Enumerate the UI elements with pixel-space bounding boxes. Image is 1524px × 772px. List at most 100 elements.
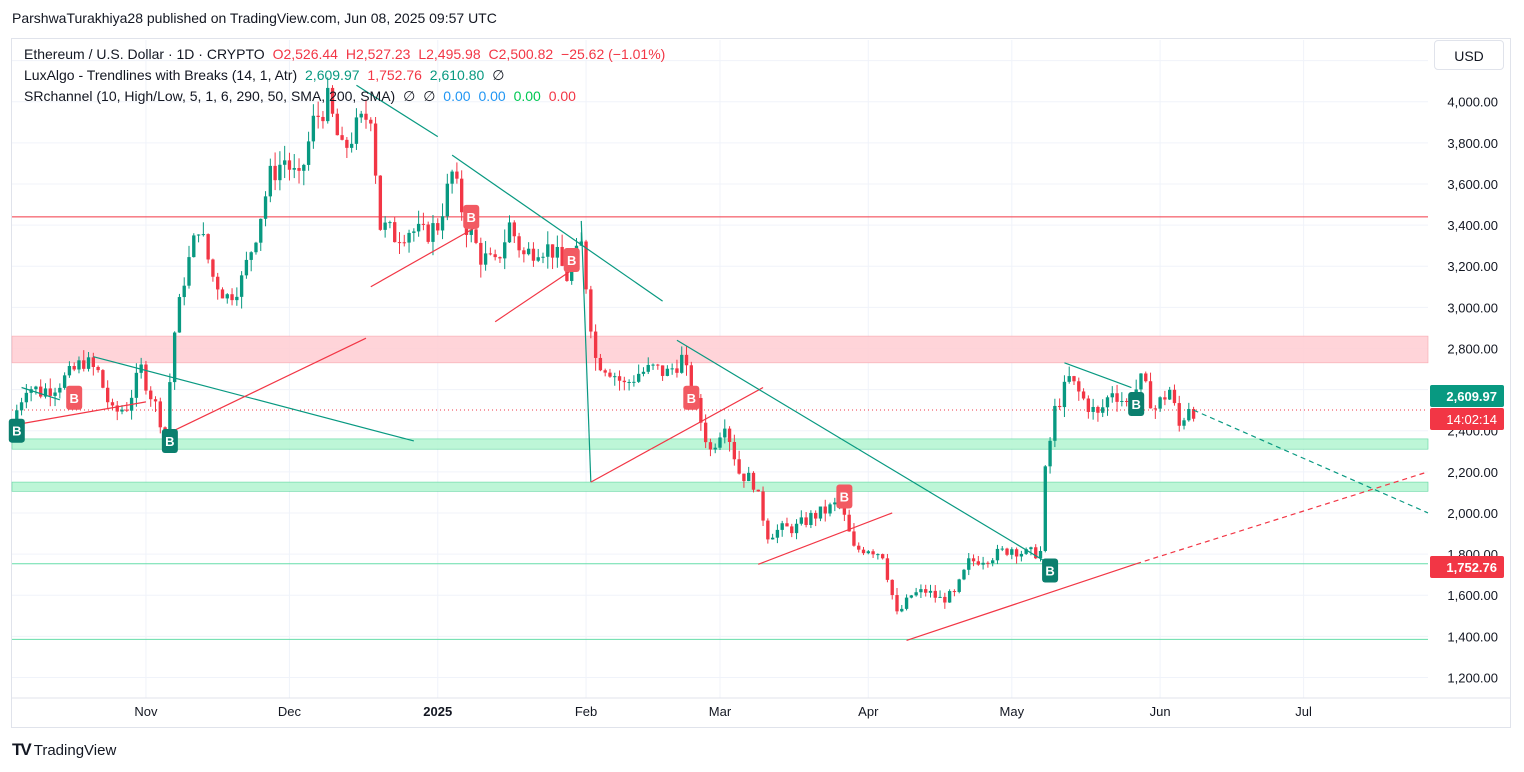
candle-body (1077, 381, 1081, 392)
break-label-text: B (1045, 564, 1054, 579)
candle-body (933, 590, 937, 598)
price-tick-label: 1,400.00 (1447, 629, 1498, 644)
trendline-teal-8 (580, 220, 592, 483)
candle-body (416, 223, 421, 232)
price-tags: 2,609.97 14:02:14 1,752.76 (1430, 385, 1504, 578)
candle-body (766, 520, 770, 540)
candle-body (1177, 403, 1181, 426)
candle-body (536, 257, 540, 261)
break-label-box (8, 418, 25, 443)
candle-body (919, 589, 923, 593)
indicator-sr-name[interactable]: SRchannel (10, High/Low, 5, 1, 6, 290, 5… (24, 88, 396, 104)
price-tick-label: 2,800.00 (1447, 341, 1498, 356)
candle-body (1120, 400, 1124, 402)
trendline-red-5 (370, 226, 477, 288)
candle-body (144, 364, 148, 391)
candle-body (345, 139, 349, 148)
candle-body (254, 242, 258, 253)
trendlines (16, 84, 1429, 641)
trendline-red-3 (164, 337, 367, 436)
candle-body (684, 354, 689, 366)
trendline-teal-14 (1064, 362, 1132, 389)
candle-body (378, 175, 383, 230)
publish-header: ParshwaTurakhiya28 published on TradingV… (12, 10, 497, 26)
candle-body (120, 409, 124, 412)
break-label-text: B (69, 391, 78, 406)
trendline-teal-0 (21, 386, 61, 401)
candle-body (431, 223, 435, 242)
candle-body (220, 289, 225, 299)
break-label-bear-5: B (683, 385, 700, 410)
indicator-sr-value-4: 0.00 (548, 88, 576, 104)
candle-body (660, 365, 665, 376)
candle-body (77, 360, 81, 370)
candle-body (72, 366, 76, 370)
candle-body (991, 560, 995, 564)
indicator-luxalgo-name[interactable]: LuxAlgo - Trendlines with Breaks (14, 1,… (24, 67, 298, 83)
candle-body (110, 402, 115, 406)
candle-body (364, 113, 368, 120)
candle-body (498, 257, 502, 259)
trendline-teal-4 (356, 84, 439, 138)
price-axis[interactable]: 4,200.004,000.003,800.003,600.003,400.00… (1447, 54, 1498, 686)
candle-body (531, 248, 536, 261)
candle-body (866, 551, 870, 554)
break-label-text: B (567, 253, 576, 268)
break-label-text: B (687, 391, 696, 406)
candle-body (622, 380, 626, 383)
candle-body (737, 459, 741, 474)
trendline-red-2 (16, 401, 147, 426)
time-axis[interactable]: Nov Dec 2025 Feb Mar Apr May Jun Jul (11, 697, 1511, 719)
zone-resistance-0 (11, 335, 1429, 364)
low-value: L2,495.98 (418, 46, 481, 62)
grid-lines (12, 40, 1428, 698)
break-label-text: B (467, 210, 476, 225)
price-tag-lower (1430, 556, 1504, 578)
candle-body (1091, 406, 1095, 412)
candle-body (1062, 381, 1067, 408)
candle-body (268, 165, 272, 197)
indicator-luxalgo-value-1: 2,609.97 (305, 67, 360, 83)
candle-body (995, 548, 1000, 561)
candle-body (235, 296, 239, 301)
currency-button[interactable]: USD (1434, 40, 1504, 70)
candle-body (790, 526, 794, 534)
candle-body (1019, 553, 1024, 557)
price-tag-lower-text: 1,752.76 (1446, 560, 1497, 575)
candle-body (541, 256, 545, 258)
break-label-box (563, 248, 580, 273)
candle-body (483, 253, 488, 265)
candle-body (747, 472, 751, 482)
break-label-bear-6: B (836, 484, 853, 509)
candle-body (689, 365, 693, 396)
candle-body (909, 595, 914, 598)
candle-body (890, 579, 894, 596)
candle-body (871, 551, 875, 555)
candle-body (115, 405, 119, 412)
candle-body (1110, 393, 1114, 398)
chart-frame (11, 38, 1511, 728)
indicator-sr-value-2: 0.00 (478, 88, 506, 104)
candle-body (330, 87, 335, 114)
trendline-teal-15 (1193, 409, 1429, 514)
candle-body (818, 506, 823, 519)
break-label-bull-8: B (1128, 391, 1145, 416)
break-labels: B B B B B B B B B (8, 204, 1145, 583)
candle-body (952, 591, 957, 593)
candle-body (512, 222, 516, 237)
candle-body (182, 285, 186, 298)
candle-body (101, 370, 105, 388)
candle-body (1005, 548, 1009, 555)
candle-body (158, 401, 162, 428)
symbol-name[interactable]: Ethereum / U.S. Dollar · 1D · CRYPTO (24, 46, 265, 62)
candle-body (39, 386, 43, 397)
candle-body (1010, 549, 1014, 555)
candle-body (751, 472, 756, 490)
candle-body (388, 222, 392, 224)
break-label-box (1128, 391, 1145, 416)
candle-body (971, 558, 976, 562)
candle-body (665, 368, 670, 376)
zone-support-2 (11, 481, 1429, 492)
time-tick-label: Nov (134, 704, 158, 719)
